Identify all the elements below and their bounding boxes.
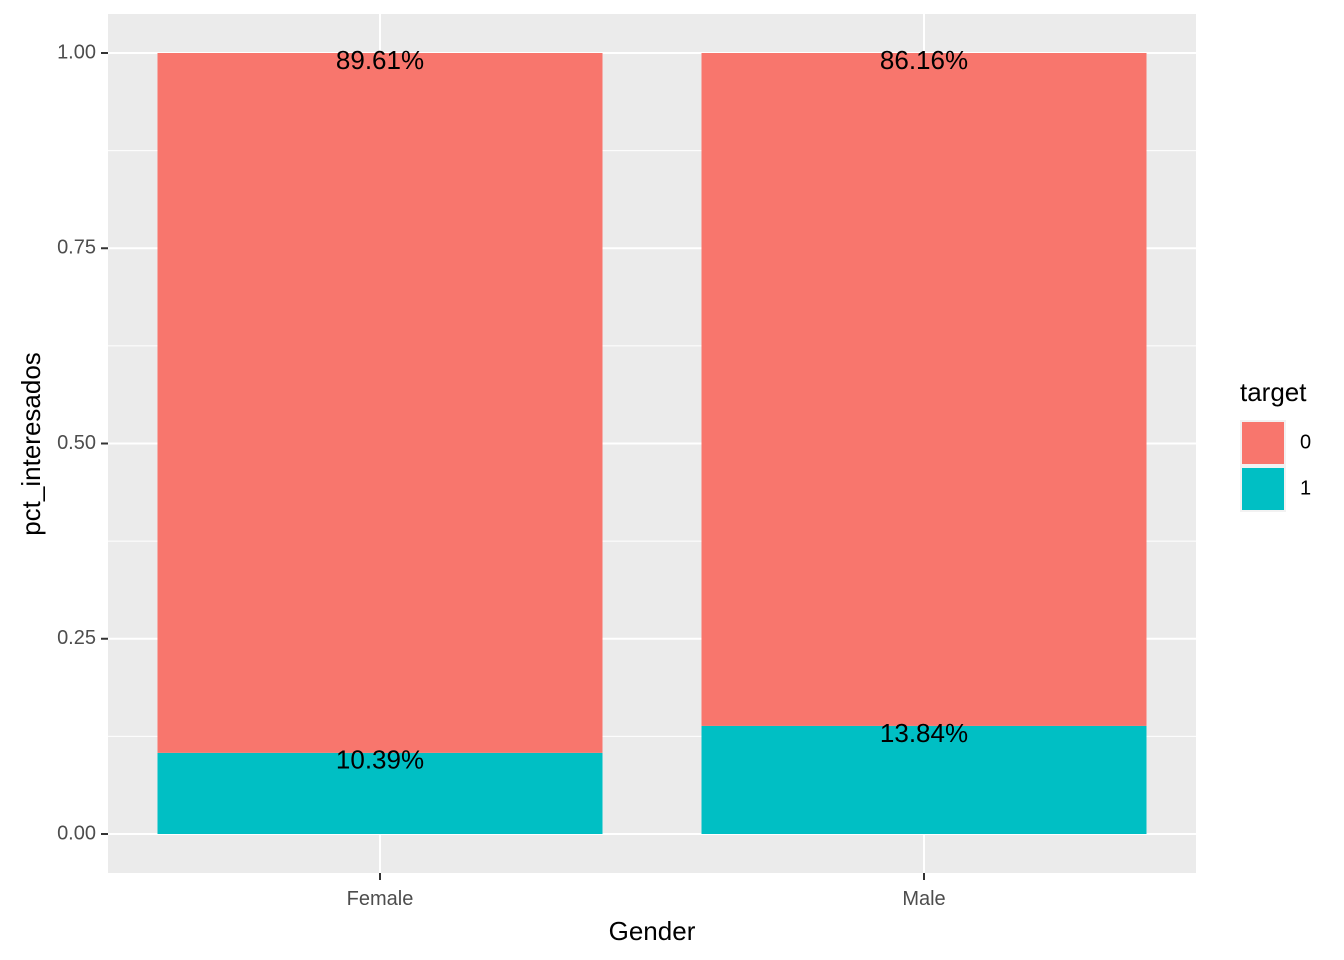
y-tick-label: 0.25 [57, 627, 96, 649]
y-tick-label: 1.00 [57, 41, 96, 63]
y-axis: 0.00 0.25 0.50 0.75 1.00 [57, 41, 108, 844]
y-tick-label: 0.50 [57, 432, 96, 454]
y-tick-label: 0.00 [57, 822, 96, 844]
data-label: 10.39% [336, 745, 424, 775]
bar-male-target-1 [701, 725, 1147, 834]
bar-female-target-0 [157, 53, 603, 753]
x-tick-label: Male [902, 888, 945, 910]
bars [157, 53, 1147, 834]
y-tick-label: 0.75 [57, 237, 96, 259]
legend-swatch [1242, 468, 1284, 510]
data-label: 86.16% [880, 45, 968, 75]
legend-swatch [1242, 422, 1284, 464]
legend-title: target [1240, 377, 1307, 407]
y-axis-title: pct_interesados [16, 352, 46, 536]
legend: target 0 1 [1240, 377, 1311, 512]
legend-label: 1 [1300, 477, 1311, 499]
bar-female-target-1 [157, 752, 603, 834]
legend-label: 0 [1300, 431, 1311, 453]
data-labels: 10.39% 89.61% 13.84% 86.16% [336, 45, 968, 775]
x-axis: Female Male [347, 873, 946, 910]
x-tick-label: Female [347, 888, 414, 910]
data-label: 13.84% [880, 718, 968, 748]
x-axis-title: Gender [609, 916, 696, 946]
data-label: 89.61% [336, 45, 424, 75]
bar-male-target-0 [701, 53, 1147, 726]
